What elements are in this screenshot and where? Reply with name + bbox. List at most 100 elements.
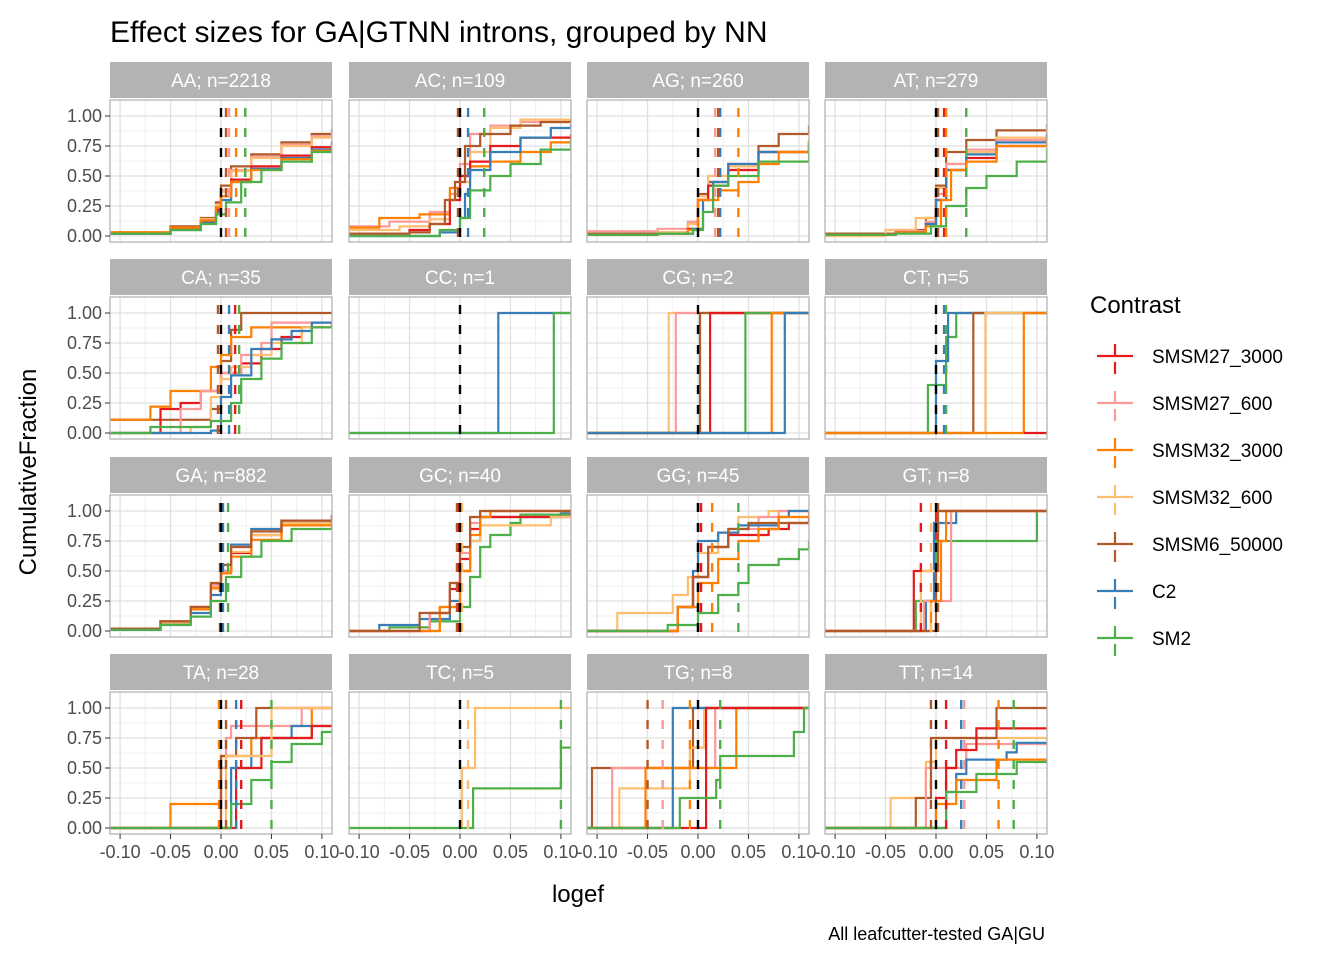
legend-item: SMSM27_600 — [1097, 391, 1272, 425]
legend-label: SMSM32_600 — [1152, 488, 1272, 509]
facet-strip-label: CT; n=5 — [903, 268, 969, 289]
y-tick-label: 0.25 — [67, 393, 102, 413]
ecdf-line-smsm32-3000 — [349, 509, 571, 633]
panel-border — [824, 99, 1048, 243]
panel-border — [348, 99, 572, 243]
series-group — [110, 108, 332, 240]
y-tick-label: 0.25 — [67, 788, 102, 808]
panel-border — [109, 494, 333, 638]
facet-panel: AG; n=260 — [586, 62, 810, 243]
legend-title: Contrast — [1090, 292, 1181, 319]
facet-strip-label: CC; n=1 — [425, 268, 495, 289]
legend: Contrast SMSM27_3000 SMSM27_600 SMSM32_300… — [1090, 292, 1283, 660]
facet-strip-label: GC; n=40 — [419, 466, 501, 487]
facet-strip-label: GA; n=882 — [175, 466, 266, 487]
x-tick-label: 0.10 — [1019, 842, 1054, 862]
legend-label: SMSM32_3000 — [1152, 441, 1283, 462]
panel-border — [348, 296, 572, 440]
facet-panel: GG; n=45 — [586, 457, 810, 638]
facet-panel: AT; n=279 — [824, 62, 1048, 243]
ecdf-line-c2 — [587, 311, 809, 435]
facet-panel: GC; n=40 — [348, 457, 572, 638]
series-group — [110, 700, 332, 832]
y-tick-label: 0.75 — [67, 531, 102, 551]
panel-border — [109, 296, 333, 440]
facet-panel: GA; n=882 — [109, 457, 333, 638]
series-group — [349, 108, 571, 240]
x-tick-label: -0.10 — [339, 842, 380, 862]
facet-strip-label: CA; n=35 — [181, 268, 261, 289]
facet-panel: CC; n=1 — [348, 259, 572, 440]
facet-panel: CA; n=35 — [109, 259, 333, 440]
x-tick-label: -0.05 — [150, 842, 191, 862]
facet-strip-label: AT; n=279 — [894, 71, 979, 92]
x-tick-label: -0.05 — [627, 842, 668, 862]
facet-panel: TA; n=28 — [109, 654, 333, 835]
facet-strip — [110, 654, 332, 690]
panel-border — [824, 494, 1048, 638]
ecdf-line-sm2 — [587, 143, 809, 236]
ecdf-line-sm2 — [349, 513, 571, 633]
y-tick-label: 0.75 — [67, 333, 102, 353]
series-group — [825, 700, 1047, 832]
ecdf-line-sm2 — [349, 746, 571, 830]
x-tick-label: -0.05 — [389, 842, 430, 862]
series-group — [110, 503, 332, 635]
y-tick-label: 1.00 — [67, 501, 102, 521]
ecdf-line-sm2 — [110, 147, 332, 235]
y-tick-label: 1.00 — [67, 303, 102, 323]
series-group — [587, 305, 809, 437]
x-tick-label: 0.05 — [254, 842, 289, 862]
y-tick-label: 0.50 — [67, 166, 102, 186]
x-tick-label: 0.10 — [781, 842, 816, 862]
legend-item: SMSM6_50000 — [1097, 532, 1283, 566]
legend-item: SMSM32_600 — [1097, 485, 1272, 519]
y-axis-title: CumulativeFraction — [15, 369, 42, 576]
facet-strip-label: GG; n=45 — [657, 466, 740, 487]
ecdf-line-sm2 — [110, 520, 332, 631]
x-tick-label: -0.10 — [577, 842, 618, 862]
ecdf-line-sm2 — [349, 140, 571, 238]
series-group — [825, 305, 1047, 437]
facet-strip — [349, 654, 571, 690]
x-tick-label: -0.10 — [100, 842, 141, 862]
series-group — [349, 503, 571, 635]
series-group — [587, 700, 809, 832]
facet-panel: CG; n=2 — [586, 259, 810, 440]
series-group — [587, 108, 809, 240]
series-group — [825, 108, 1047, 240]
y-tick-label: 0.50 — [67, 363, 102, 383]
facet-panel: TT; n=14 — [824, 654, 1048, 835]
facet-strip-label: GT; n=8 — [902, 466, 969, 487]
facet-strip — [349, 62, 571, 98]
x-tick-label: 0.00 — [680, 842, 715, 862]
facet-panels: AA; n=2218 AC; n=109 AG; n=260 AT; n=279 CA;… — [109, 62, 1048, 835]
x-tick-label: -0.10 — [815, 842, 856, 862]
facet-panel: AA; n=2218 — [109, 62, 333, 243]
legend-item: SMSM27_3000 — [1097, 344, 1283, 378]
y-tick-label: 0.25 — [67, 196, 102, 216]
ecdf-line-sm2 — [110, 325, 332, 435]
series-group — [825, 503, 1047, 635]
facet-panel: AC; n=109 — [348, 62, 572, 243]
x-tick-label: 0.10 — [543, 842, 578, 862]
y-tick-label: 0.50 — [67, 758, 102, 778]
x-axis: -0.10 -0.05 0.00 0.05 0.10 -0.10 -0.05 0.00 0.05… — [100, 834, 1054, 862]
x-tick-label: 0.00 — [918, 842, 953, 862]
legend-label: SMSM27_3000 — [1152, 347, 1283, 368]
facet-panel: TC; n=5 — [348, 654, 572, 835]
x-tick-label: 0.10 — [304, 842, 339, 862]
y-tick-label: 0.00 — [67, 423, 102, 443]
y-tick-label: 0.25 — [67, 591, 102, 611]
legend-label: SM2 — [1152, 629, 1191, 650]
legend-label: SMSM27_600 — [1152, 394, 1272, 415]
facet-strip — [587, 654, 809, 690]
ecdf-line-smsm32-3000 — [825, 311, 1047, 435]
facet-strip-label: AA; n=2218 — [171, 71, 271, 92]
ecdf-line-smsm32-3000 — [587, 511, 809, 633]
facet-strip — [587, 259, 809, 295]
panel-border — [586, 494, 810, 638]
legend-item: C2 — [1097, 579, 1176, 613]
panel-border — [586, 296, 810, 440]
